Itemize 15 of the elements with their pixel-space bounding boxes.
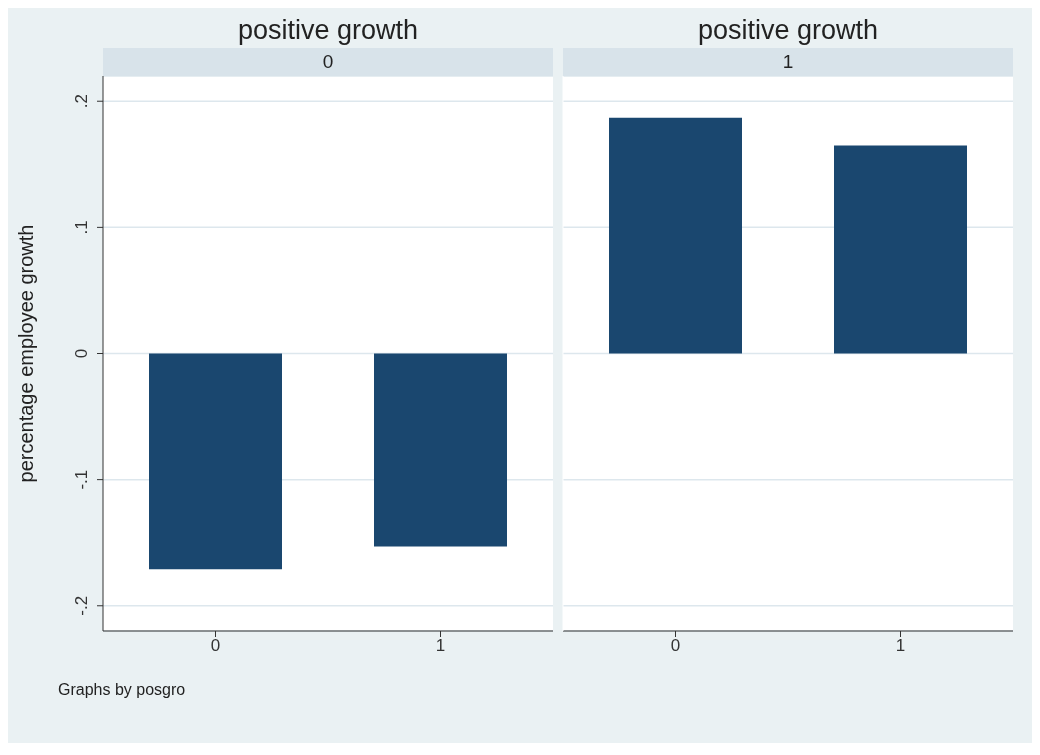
y-tick-label: .2 (72, 94, 91, 109)
text: Graphs by posgro (58, 681, 187, 699)
x-tick-label: 1 (435, 636, 446, 656)
chart-title: positive growth (236, 14, 420, 47)
y-tick-label: -.1 (72, 469, 91, 490)
chart-title: positive growth (696, 14, 880, 47)
chart-subtitle: 0 (103, 48, 553, 76)
y-tick-label: 0 (72, 348, 91, 359)
y-tick-label: -.2 (72, 595, 91, 616)
x-tick-label: 1 (895, 636, 906, 656)
y-axis-title: percentage employee growth (15, 224, 38, 483)
chart-subtitle: 1 (563, 48, 1013, 76)
y-tick-label: .1 (72, 220, 91, 235)
x-tick-label: 0 (670, 636, 681, 656)
x-tick-label: 0 (210, 636, 221, 656)
